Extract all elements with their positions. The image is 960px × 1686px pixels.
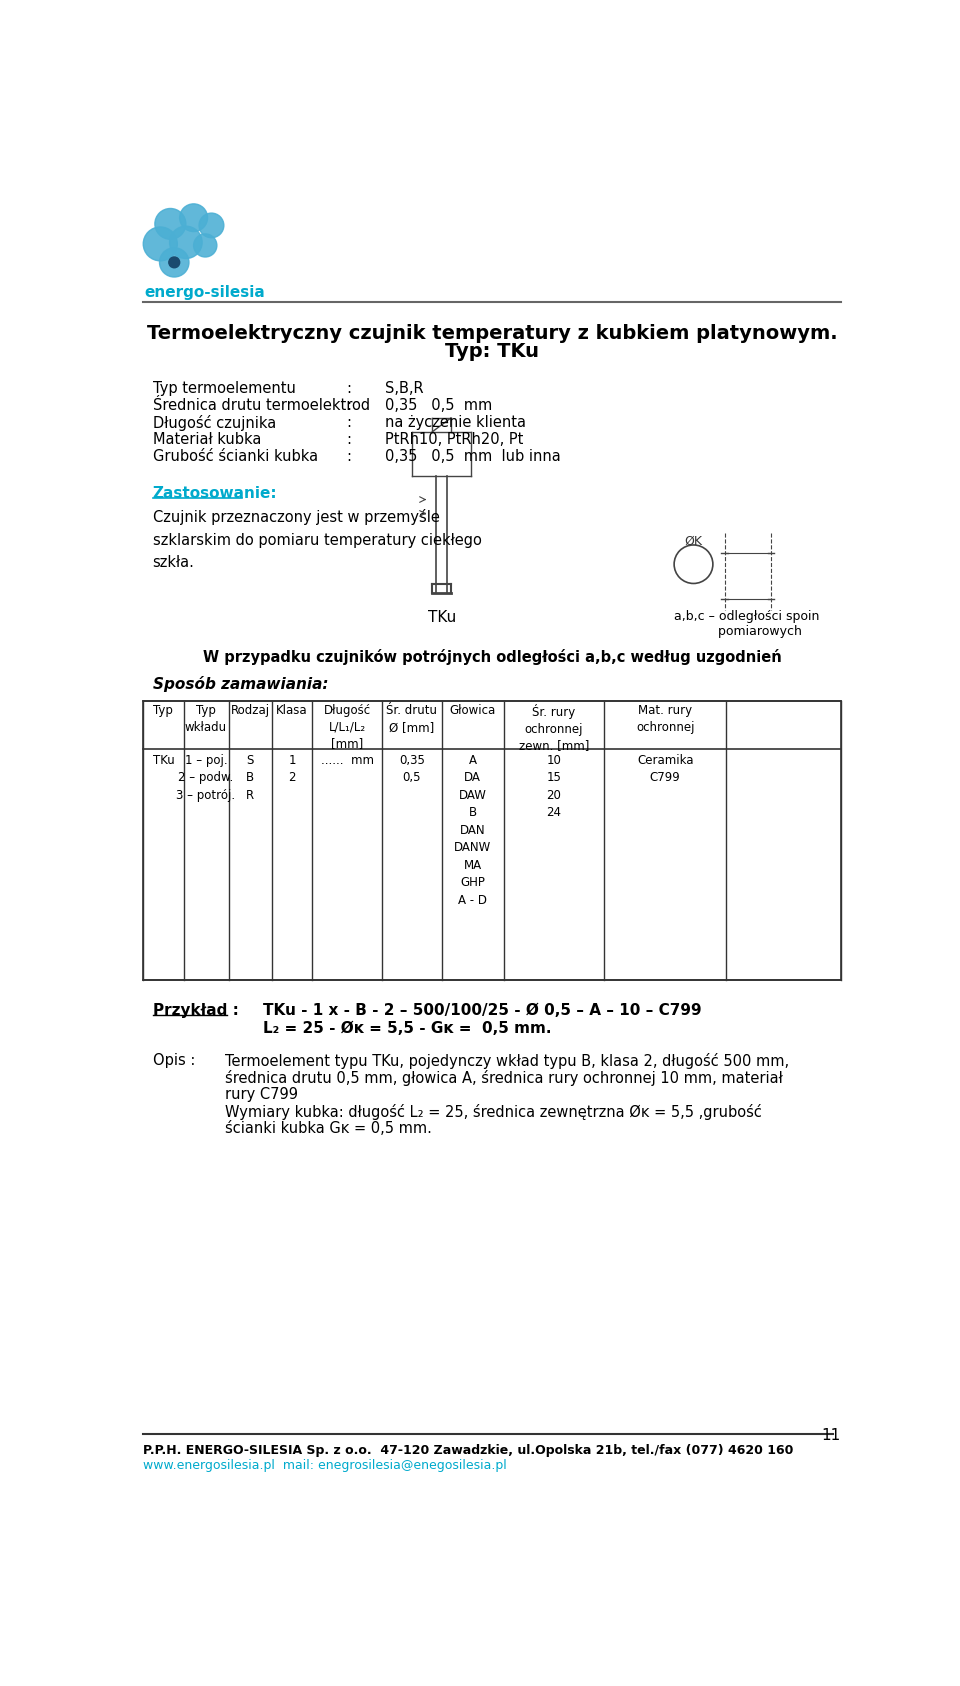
Circle shape: [170, 226, 203, 258]
Text: ØK: ØK: [684, 534, 702, 548]
Text: TKu: TKu: [427, 610, 456, 626]
Text: TKu: TKu: [153, 754, 175, 767]
Text: www.energosilesia.pl  mail: enegrosilesia@enegosilesia.pl: www.energosilesia.pl mail: enegrosilesia…: [143, 1458, 507, 1472]
Text: Wymiary kubka: długość L₂ = 25, średnica zewnętrzna Øᴋ = 5,5 ,grubość: Wymiary kubka: długość L₂ = 25, średnica…: [225, 1104, 761, 1120]
Text: Ceramika
C799: Ceramika C799: [637, 754, 693, 784]
Text: energo-silesia: energo-silesia: [145, 285, 266, 300]
Text: :: :: [347, 448, 351, 464]
Circle shape: [143, 228, 178, 261]
Text: A
DA
DAW
B
DAN
DANW
MA
GHP
A - D: A DA DAW B DAN DANW MA GHP A - D: [454, 754, 492, 907]
Text: PtRh10, PtRh20, Pt: PtRh10, PtRh20, Pt: [385, 432, 523, 447]
Text: Śr. drutu
Ø [mm]: Śr. drutu Ø [mm]: [386, 705, 438, 733]
Text: 0,35
0,5: 0,35 0,5: [398, 754, 424, 784]
Text: Średnica drutu termoelektrod: Średnica drutu termoelektrod: [153, 398, 370, 413]
Text: W przypadku czujników potrójnych odległości a,b,c według uzgodnień: W przypadku czujników potrójnych odległo…: [203, 649, 781, 664]
Text: S
B
R: S B R: [246, 754, 254, 801]
Text: rury C799: rury C799: [225, 1087, 298, 1103]
Text: Zastosowanie:: Zastosowanie:: [153, 486, 277, 501]
Text: :: :: [347, 415, 351, 430]
Text: 0,35   0,5  mm: 0,35 0,5 mm: [385, 398, 492, 413]
Text: Materiał kubka: Materiał kubka: [153, 432, 261, 447]
Text: :: :: [347, 381, 351, 396]
Text: Mat. rury
ochronnej: Mat. rury ochronnej: [636, 705, 694, 733]
Text: Długość
L/L₁/L₂
[mm]: Długość L/L₁/L₂ [mm]: [324, 705, 371, 750]
Text: Typ
wkładu: Typ wkładu: [185, 705, 228, 733]
Text: 10
15
20
24: 10 15 20 24: [546, 754, 562, 819]
Text: Sposób zamawiania:: Sposób zamawiania:: [153, 676, 328, 691]
Text: 0,35   0,5  mm  lub inna: 0,35 0,5 mm lub inna: [385, 448, 561, 464]
Text: TKu - 1 x - B - 2 – 500/100/25 - Ø 0,5 – A – 10 – C799: TKu - 1 x - B - 2 – 500/100/25 - Ø 0,5 –…: [263, 1003, 702, 1018]
Bar: [143, 701, 841, 980]
Text: Przykład :: Przykład :: [153, 1003, 238, 1018]
Text: :: :: [347, 432, 351, 447]
Text: Typ termoelementu: Typ termoelementu: [153, 381, 296, 396]
Text: Rodzaj: Rodzaj: [230, 705, 270, 717]
Circle shape: [159, 248, 189, 277]
Text: Czujnik przeznaczony jest w przemyśle
szklarskim do pomiaru temperatury ciekłego: Czujnik przeznaczony jest w przemyśle sz…: [153, 509, 481, 570]
Text: Śr. rury
ochronnej
zewn. [mm]: Śr. rury ochronnej zewn. [mm]: [518, 705, 589, 752]
Text: Typ: Typ: [154, 705, 174, 717]
Circle shape: [194, 234, 217, 256]
Circle shape: [199, 212, 224, 238]
Text: S,B,R: S,B,R: [385, 381, 423, 396]
Text: Termoelement typu TKu, pojedynczy wkład typu B, klasa 2, długość 500 mm,: Termoelement typu TKu, pojedynczy wkład …: [225, 1054, 789, 1069]
Text: P.P.H. ENERGO-SILESIA Sp. z o.o.  47-120 Zawadzkie, ul.Opolska 21b, tel./fax (07: P.P.H. ENERGO-SILESIA Sp. z o.o. 47-120 …: [143, 1443, 794, 1457]
Text: L₂ = 25 - Øᴋ = 5,5 - Gᴋ =  0,5 mm.: L₂ = 25 - Øᴋ = 5,5 - Gᴋ = 0,5 mm.: [263, 1020, 552, 1035]
Text: Opis :: Opis :: [153, 1054, 195, 1069]
Text: ......  mm: ...... mm: [321, 754, 373, 767]
Circle shape: [180, 204, 207, 231]
Text: Długość czujnika: Długość czujnika: [153, 415, 276, 432]
Text: na życzenie klienta: na życzenie klienta: [385, 415, 526, 430]
Text: średnica drutu 0,5 mm, głowica A, średnica rury ochronnej 10 mm, materiał: średnica drutu 0,5 mm, głowica A, średni…: [225, 1071, 782, 1086]
Text: Termoelektryczny czujnik temperatury z kubkiem platynowym.: Termoelektryczny czujnik temperatury z k…: [147, 324, 837, 342]
Text: Grubość ścianki kubka: Grubość ścianki kubka: [153, 448, 318, 464]
Circle shape: [169, 256, 180, 268]
Circle shape: [155, 209, 186, 239]
Text: 1 – poj.
2 – podw.
3 – potrój.: 1 – poj. 2 – podw. 3 – potrój.: [177, 754, 235, 801]
Text: Głowica: Głowica: [449, 705, 495, 717]
Text: 11: 11: [822, 1428, 841, 1443]
Text: Klasa: Klasa: [276, 705, 308, 717]
Text: 1
2: 1 2: [288, 754, 296, 784]
Text: :: :: [347, 398, 351, 413]
Text: a,b,c – odległości spoin
           pomiarowych: a,b,c – odległości spoin pomiarowych: [674, 610, 820, 639]
Text: Typ: TKu: Typ: TKu: [445, 342, 539, 361]
Text: ścianki kubka Gᴋ = 0,5 mm.: ścianki kubka Gᴋ = 0,5 mm.: [225, 1121, 431, 1136]
